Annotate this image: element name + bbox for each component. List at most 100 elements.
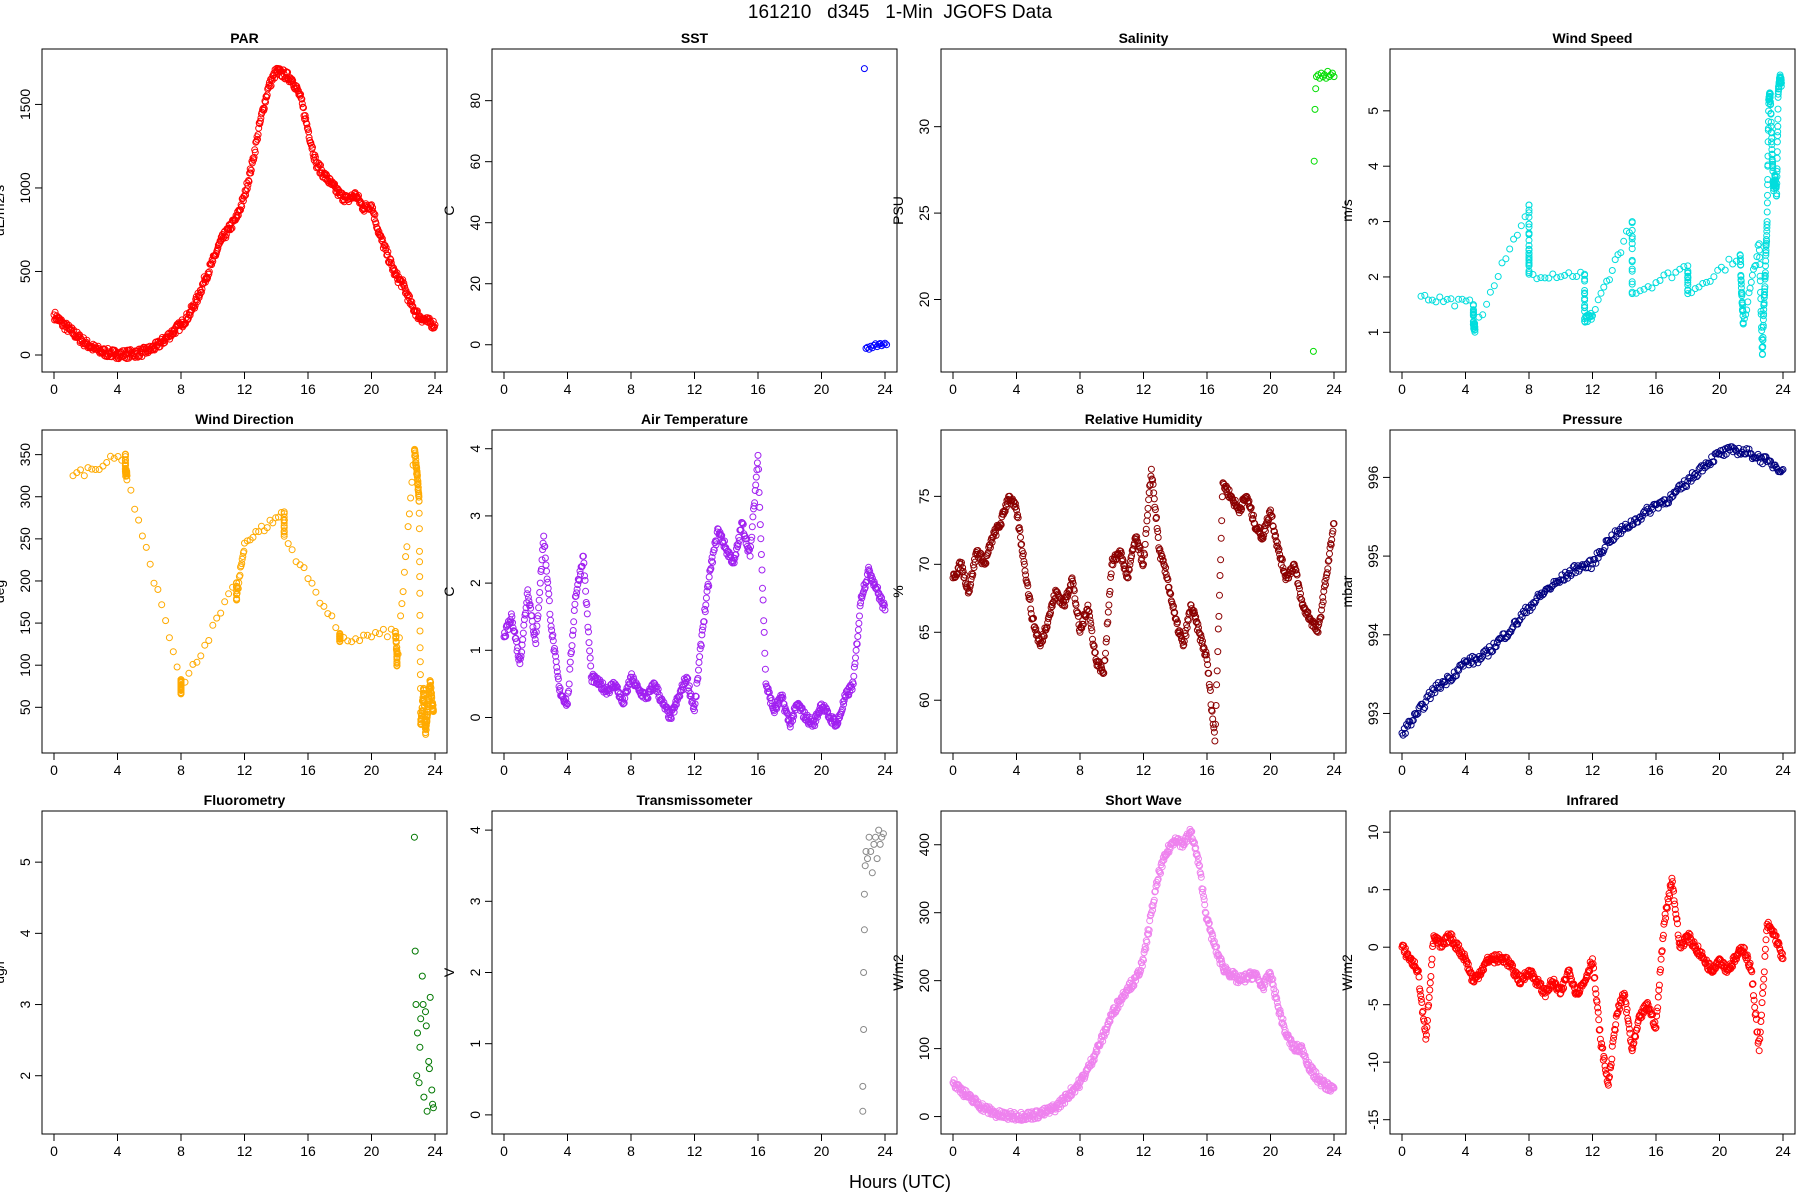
y-tick-label: 100 [916,1037,932,1061]
data-point [288,546,296,554]
data-point [1586,556,1594,564]
data-point [1759,460,1767,468]
data-point [1149,906,1157,914]
x-tick-label: 4 [1013,381,1021,397]
data-point [1217,534,1225,542]
data-point [852,646,860,654]
data-point [523,590,531,598]
data-point [520,616,528,623]
data-point [1756,253,1764,261]
data-point [840,700,848,708]
data-point [553,668,561,676]
data-point [1671,900,1679,908]
data-point [416,611,424,619]
data-point [1733,955,1740,963]
data-point [864,343,871,351]
data-point [699,623,707,631]
data-point [853,640,861,648]
y-tick-label: 3 [17,1000,33,1008]
data-point [1271,528,1278,535]
data-point [1078,624,1086,632]
data-point [1105,601,1113,609]
data-point [1537,274,1545,282]
data-point [1656,968,1664,976]
x-tick-label: 4 [564,762,572,778]
data-point [246,165,254,173]
data-point [702,601,710,609]
data-point [581,572,588,580]
data-point [961,571,969,579]
data-point [761,665,769,673]
data-point [158,601,166,609]
data-point [764,685,772,692]
data-point [217,609,225,617]
data-point [1754,241,1762,249]
data-point [516,660,524,668]
data-point [1773,154,1781,162]
y-tick-label: -5 [1365,998,1381,1011]
data-point [1330,520,1338,527]
data-point [878,833,886,841]
data-point [1628,1047,1636,1055]
data-point [691,700,699,708]
data-point [958,559,965,566]
data-point [1764,918,1772,926]
data-point [1312,1068,1320,1076]
data-point [1020,557,1028,565]
data-point [1761,272,1769,280]
data-point [1043,623,1051,631]
data-point [1022,571,1030,579]
data-point [1655,981,1663,989]
panel-title: Short Wave [1105,792,1182,808]
data-point [1269,523,1277,530]
data-point [238,555,246,563]
data-point [429,1104,437,1112]
data-point [193,658,201,666]
data-point [1755,240,1763,248]
data-point [709,558,717,566]
data-point [95,466,103,473]
data-point [1419,1007,1427,1015]
data-point [1162,564,1170,572]
data-point [1488,648,1496,656]
data-point [268,76,276,84]
data-points [69,445,437,738]
data-point [1710,458,1718,466]
data-point [412,1001,420,1008]
data-point [1653,1007,1661,1015]
data-point [1104,618,1112,626]
data-point [1683,483,1691,490]
data-point [1655,986,1663,994]
data-point [1295,585,1303,593]
data-point [1213,943,1221,951]
data-point [135,516,143,524]
plot-frame [491,48,898,373]
data-point [1026,596,1034,603]
data-point [1769,164,1777,172]
y-tick-label: 0 [1365,943,1381,951]
data-point [1448,931,1456,939]
data-point [644,694,652,702]
y-tick-label: 1 [467,1040,483,1048]
data-point [1591,974,1599,981]
x-tick-label: 4 [1013,762,1021,778]
data-point [272,514,280,522]
data-point [861,584,869,591]
data-point [1154,875,1162,883]
data-point [1514,620,1522,628]
data-point [245,178,253,185]
data-point [1416,987,1424,995]
x-tick-label: 12 [1585,1143,1601,1159]
data-point [123,476,131,484]
data-point [1216,572,1224,579]
data-point [1609,1038,1617,1046]
data-point [535,596,543,604]
data-point [696,653,704,661]
y-tick-label: 5 [17,858,33,866]
data-point [734,540,742,548]
data-point [1722,450,1730,458]
data-point [1657,966,1664,974]
data-point [1415,973,1423,981]
data-point [856,612,863,620]
